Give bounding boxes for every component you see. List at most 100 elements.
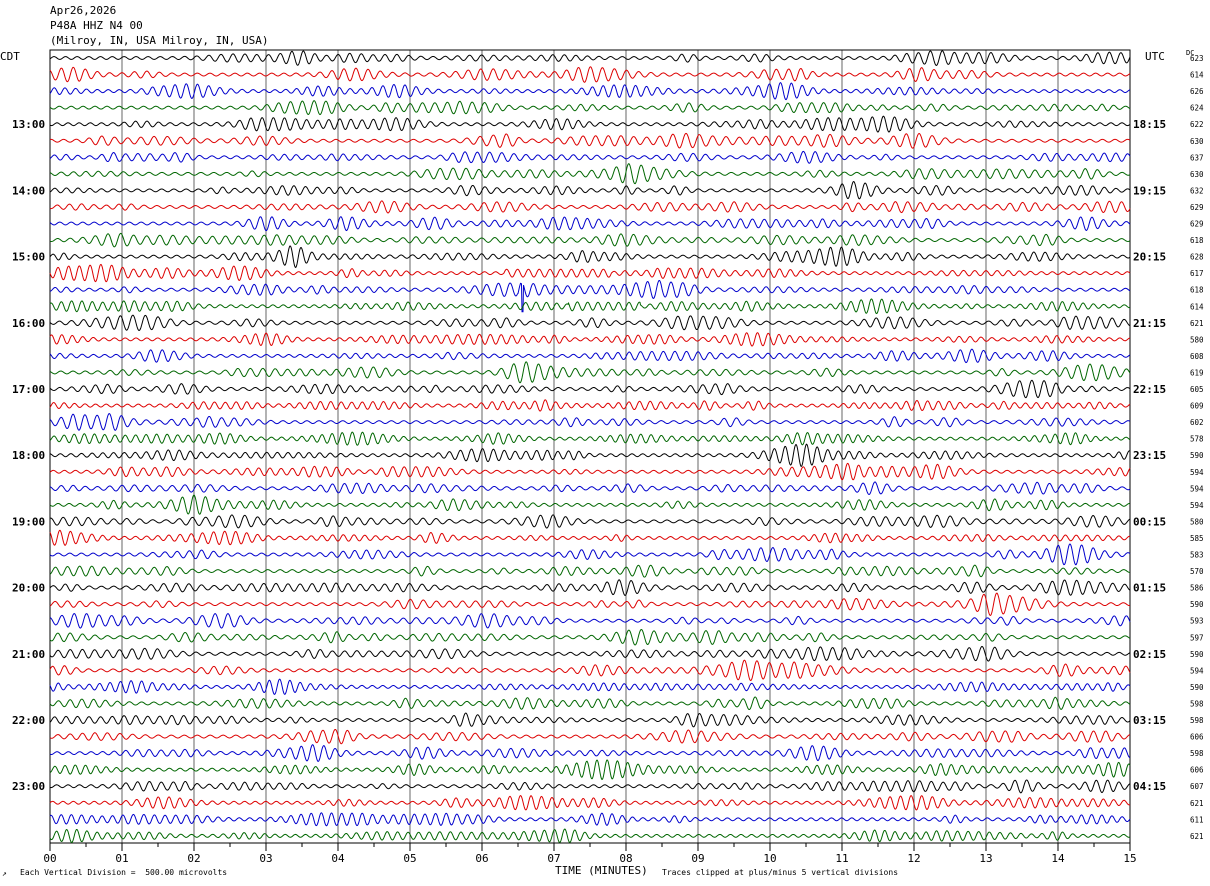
trace-line [49,431,1131,446]
dc-offset-header: DC [1186,49,1195,57]
dc-offset-value: 608 [1190,352,1204,361]
trace-line [49,150,1131,164]
trace-line [49,413,1131,431]
timezone-right-label: UTC [1145,50,1165,63]
trace-line [49,779,1131,794]
left-time-label: 17:00 [12,383,45,396]
dc-offset-value: 626 [1190,87,1204,96]
x-tick-label: 11 [835,852,848,865]
dc-offset-value: 605 [1190,385,1204,394]
left-time-label: 19:00 [12,515,45,528]
x-tick-label: 02 [187,852,200,865]
trace-line [49,399,1131,412]
left-time-label: 22:00 [12,714,45,727]
x-tick-label: 06 [475,852,488,865]
left-time-label: 23:00 [12,780,45,793]
dc-offset-value: 629 [1190,220,1204,229]
left-time-label: 13:00 [12,118,45,131]
trace-line [49,592,1131,616]
trace-line [49,659,1131,682]
dc-offset-value: 578 [1190,435,1204,444]
dc-offset-value: 614 [1190,302,1204,311]
dc-offset-value: 590 [1190,650,1204,659]
trace-line [49,543,1131,566]
dc-offset-value: 586 [1190,584,1204,593]
dc-offset-value: 630 [1190,170,1204,179]
trace-line [49,812,1131,827]
trace-line [49,181,1131,200]
trace-line [49,645,1131,662]
dc-offset-value: 594 [1190,468,1204,477]
trace-line [49,232,1131,248]
left-time-label: 20:00 [12,582,45,595]
trace-line [49,628,1131,646]
trace-line [49,728,1131,745]
left-time-label: 14:00 [12,184,45,197]
dc-offset-value: 609 [1190,402,1204,411]
dc-offset-value: 607 [1190,782,1204,791]
trace-line [49,348,1131,364]
trace-line [49,696,1131,711]
header-date: Apr26,2026 [50,4,117,17]
right-time-label: 02:15 [1133,648,1166,661]
right-time-label: 00:15 [1133,515,1166,528]
dc-offset-value: 621 [1190,832,1204,841]
trace-line [49,298,1131,315]
x-tick-label: 15 [1123,852,1136,865]
dc-offset-value: 597 [1190,633,1204,642]
left-time-label: 21:00 [12,648,45,661]
dc-offset-value: 598 [1190,749,1204,758]
x-tick-label: 09 [691,852,704,865]
trace-line [49,82,1131,101]
dc-offset-value: 619 [1190,368,1204,377]
trace-line [49,481,1131,496]
dc-offset-value: 583 [1190,551,1204,560]
dc-offset-value: 628 [1190,253,1204,262]
dc-offset-value: 637 [1190,153,1204,162]
trace-line [49,115,1131,133]
trace-line [49,514,1131,529]
scale-note: Each Vertical Division = 500.00 microvol… [20,868,228,877]
dc-offset-value: 621 [1190,799,1204,808]
right-time-label: 19:15 [1133,184,1166,197]
trace-line [49,795,1131,811]
x-tick-label: 07 [547,852,560,865]
dc-offset-value: 629 [1190,203,1204,212]
dc-offset-value: 580 [1190,335,1204,344]
dc-offset-value: 602 [1190,418,1204,427]
dc-offset-value: 623 [1190,54,1204,63]
timezone-left-label: CDT [0,50,20,63]
trace-line [49,163,1131,185]
trace-line [49,66,1131,83]
x-axis-label: TIME (MINUTES) [555,864,648,877]
dc-offset-value: 606 [1190,733,1204,742]
dc-offset-value: 585 [1190,534,1204,543]
trace-line [49,744,1131,762]
trace-line [49,759,1131,781]
x-tick-label: 05 [403,852,416,865]
corner-arrow-icon: ↗ [2,869,7,878]
header-station: P48A HHZ N4 00 [50,19,143,32]
right-time-label: 03:15 [1133,714,1166,727]
dc-offset-value: 590 [1190,683,1204,692]
left-time-label: 16:00 [12,317,45,330]
x-tick-label: 13 [979,852,992,865]
x-tick-label: 10 [763,852,776,865]
trace-line [49,462,1131,481]
trace-line [49,245,1131,269]
dc-offset-value: 594 [1190,501,1204,510]
dc-offset-value: 598 [1190,699,1204,708]
trace-line [49,828,1131,843]
trace-line [49,564,1131,578]
x-tick-label: 03 [259,852,272,865]
x-tick-label: 04 [331,852,345,865]
trace-line [49,100,1131,116]
trace-line [49,361,1131,384]
dc-offset-value: 570 [1190,567,1204,576]
dc-offset-value: 630 [1190,137,1204,146]
trace-line [49,494,1131,515]
x-tick-label: 08 [619,852,632,865]
dc-offset-value: 590 [1190,600,1204,609]
right-time-label: 22:15 [1133,383,1166,396]
